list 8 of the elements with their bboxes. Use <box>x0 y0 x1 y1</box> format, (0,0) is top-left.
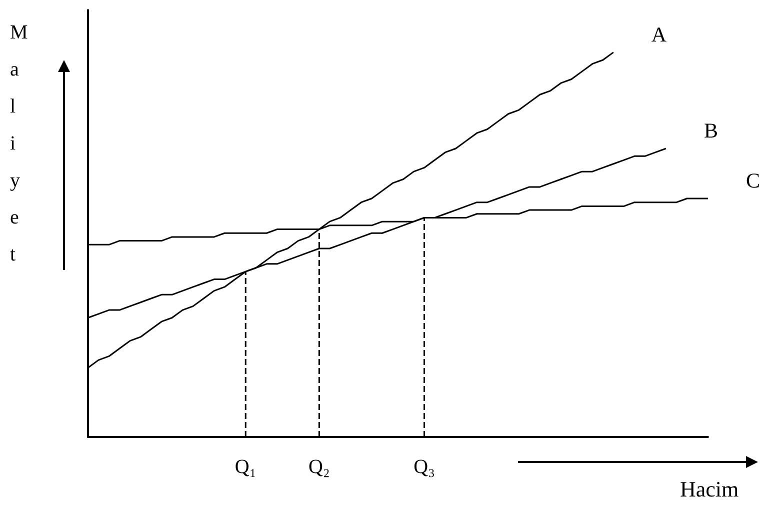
x-tick-label: Q₃ <box>414 456 435 478</box>
x-tick-label: Q₁ <box>234 456 256 478</box>
y-axis-title: Maliyet <box>10 22 28 266</box>
series-label: B <box>704 118 718 142</box>
series-label: C <box>746 168 760 192</box>
x-axis-title: Hacim <box>680 476 739 502</box>
series-label: A <box>651 22 668 46</box>
x-tick-label: Q₂ <box>308 456 330 478</box>
